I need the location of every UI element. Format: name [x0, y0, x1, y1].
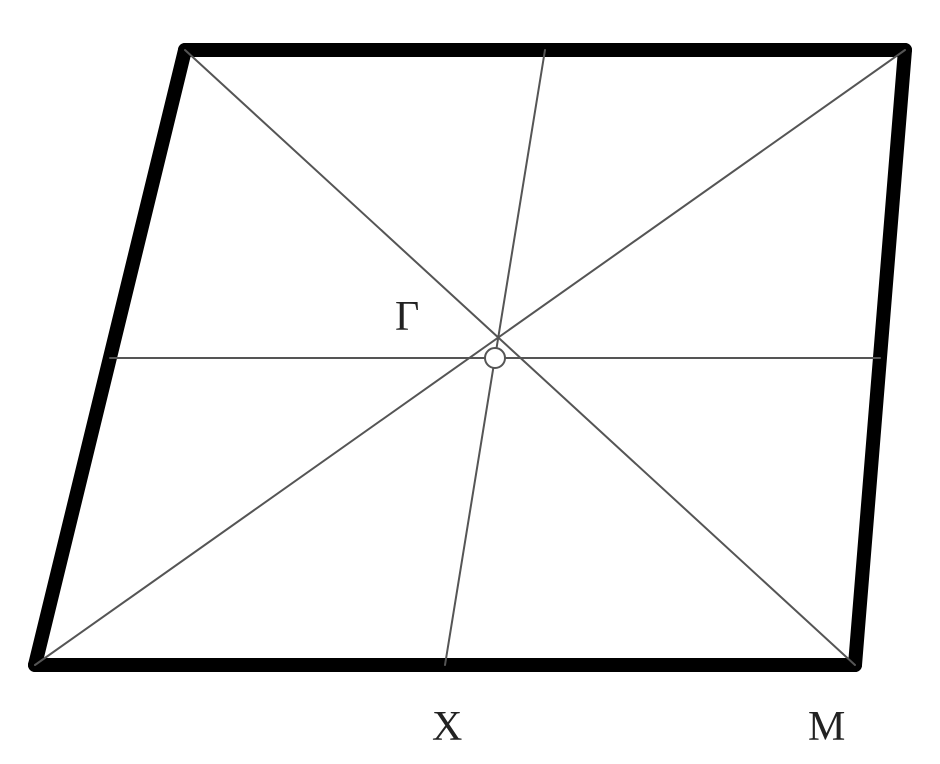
gamma-point-marker [485, 348, 505, 368]
label-m: M [808, 704, 845, 750]
center-marker-group [485, 348, 505, 368]
label-x: X [432, 704, 462, 750]
label-gamma: Γ [395, 294, 419, 340]
